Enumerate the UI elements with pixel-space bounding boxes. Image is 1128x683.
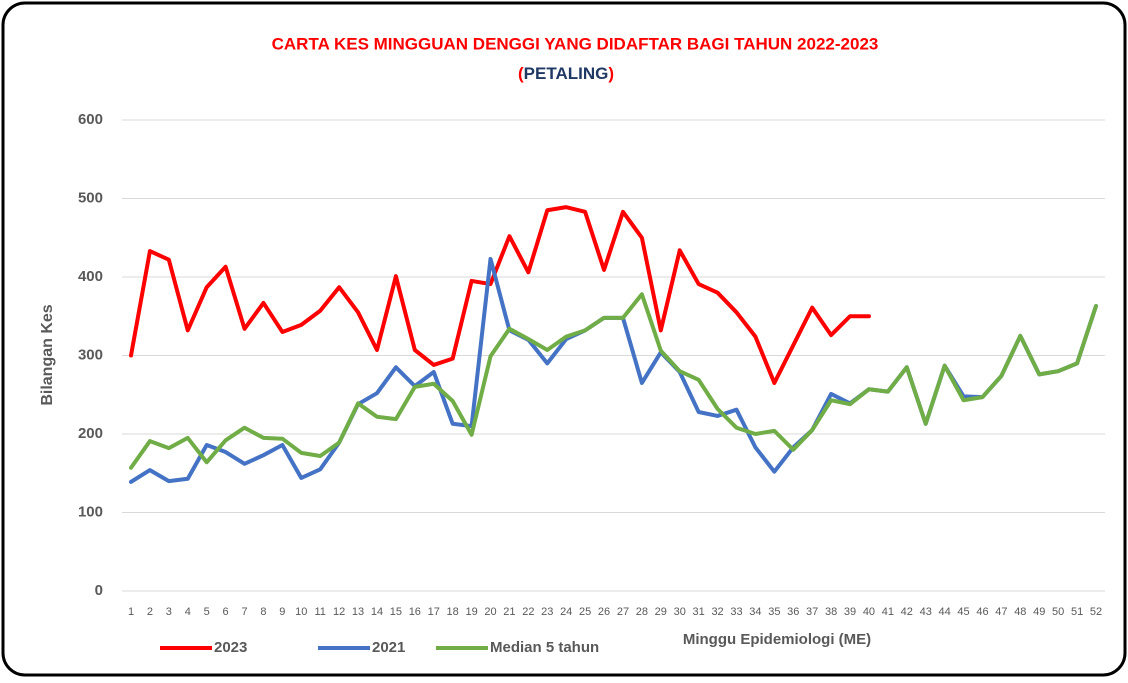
subtitle-part: ) bbox=[608, 64, 614, 83]
x-tick-label: 38 bbox=[825, 606, 837, 618]
x-tick-label: 31 bbox=[693, 606, 705, 618]
x-tick-label: 45 bbox=[957, 606, 969, 618]
x-tick-label: 28 bbox=[636, 606, 648, 618]
x-tick-label: 46 bbox=[976, 606, 988, 618]
x-tick-label: 22 bbox=[522, 606, 534, 618]
x-tick-label: 7 bbox=[241, 606, 247, 618]
x-tick-label: 51 bbox=[1071, 606, 1083, 618]
x-tick-label: 26 bbox=[598, 606, 610, 618]
y-tick-label: 600 bbox=[78, 111, 103, 128]
y-axis-label: Bilangan Kes bbox=[39, 304, 56, 405]
x-tick-label: 37 bbox=[806, 606, 818, 618]
subtitle-part: PETALING bbox=[524, 64, 609, 83]
x-tick-label: 21 bbox=[503, 606, 515, 618]
x-tick-label: 33 bbox=[730, 606, 742, 618]
x-tick-label: 29 bbox=[655, 606, 667, 618]
legend-label: 2021 bbox=[372, 639, 405, 656]
y-tick-label: 400 bbox=[78, 268, 103, 285]
x-tick-label: 8 bbox=[260, 606, 266, 618]
x-tick-label: 12 bbox=[333, 606, 345, 618]
x-axis-label: Minggu Epidemiologi (ME) bbox=[683, 631, 871, 648]
y-tick-label: 0 bbox=[95, 582, 103, 599]
chart-title: CARTA KES MINGGUAN DENGGI YANG DIDAFTAR … bbox=[272, 34, 879, 53]
x-tick-label: 39 bbox=[844, 606, 856, 618]
series-line bbox=[129, 205, 871, 385]
x-tick-label: 40 bbox=[863, 606, 875, 618]
x-tick-label: 36 bbox=[787, 606, 799, 618]
x-tick-label: 11 bbox=[315, 606, 326, 618]
x-tick-label: 52 bbox=[1090, 606, 1102, 618]
x-tick-label: 19 bbox=[465, 606, 477, 618]
x-tick-label: 10 bbox=[295, 606, 307, 618]
x-tick-label: 5 bbox=[204, 606, 210, 618]
x-tick-label: 42 bbox=[901, 606, 913, 618]
x-tick-label: 49 bbox=[1033, 606, 1045, 618]
x-tick-label: 16 bbox=[409, 606, 421, 618]
legend-label: 2023 bbox=[214, 639, 247, 656]
x-tick-label: 30 bbox=[674, 606, 686, 618]
y-tick-label: 500 bbox=[78, 189, 103, 206]
x-tick-label: 2 bbox=[147, 606, 153, 618]
x-tick-label: 18 bbox=[447, 606, 459, 618]
x-tick-label: 35 bbox=[768, 606, 780, 618]
y-tick-label: 200 bbox=[78, 425, 103, 442]
x-tick-label: 9 bbox=[279, 606, 285, 618]
x-tick-label: 47 bbox=[995, 606, 1007, 618]
x-tick-label: 13 bbox=[352, 606, 364, 618]
y-tick-label: 100 bbox=[78, 503, 103, 520]
x-tick-label: 50 bbox=[1052, 606, 1064, 618]
x-tick-label: 20 bbox=[484, 606, 496, 618]
series-line bbox=[129, 292, 1098, 470]
y-tick-label: 300 bbox=[78, 346, 103, 363]
x-tick-label: 3 bbox=[166, 606, 172, 618]
x-tick-label: 27 bbox=[617, 606, 629, 618]
x-tick-label: 41 bbox=[882, 606, 894, 618]
x-tick-label: 25 bbox=[579, 606, 591, 618]
x-tick-label: 15 bbox=[390, 606, 402, 618]
x-tick-label: 34 bbox=[749, 606, 761, 618]
x-tick-label: 6 bbox=[223, 606, 229, 618]
x-tick-label: 23 bbox=[541, 606, 553, 618]
x-tick-label: 48 bbox=[1014, 606, 1026, 618]
x-tick-label: 24 bbox=[560, 606, 572, 618]
chart-subtitle: (PETALING) bbox=[518, 64, 614, 83]
x-tick-label: 1 bbox=[128, 606, 134, 618]
subtitle-part: ( bbox=[518, 64, 524, 83]
legend-label: Median 5 tahun bbox=[490, 639, 599, 656]
x-tick-label: 17 bbox=[428, 606, 440, 618]
x-tick-label: 44 bbox=[939, 606, 951, 618]
x-tick-label: 14 bbox=[371, 606, 383, 618]
x-tick-label: 32 bbox=[711, 606, 723, 618]
x-tick-label: 4 bbox=[185, 606, 191, 618]
x-tick-label: 43 bbox=[920, 606, 932, 618]
